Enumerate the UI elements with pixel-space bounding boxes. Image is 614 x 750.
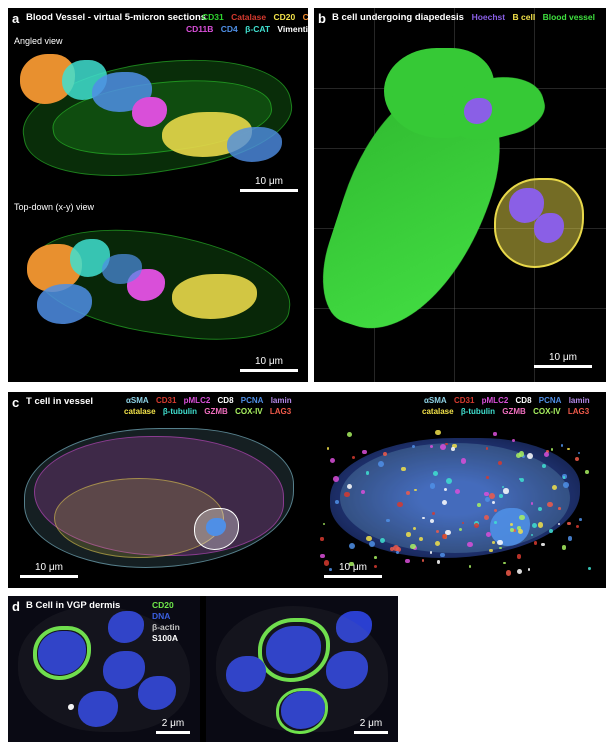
panel-b-title: B cell undergoing diapedesis — [332, 12, 469, 23]
panel-a-sub-top: Angled view — [14, 36, 63, 46]
figure-root: a Blood Vessel - virtual 5-micron sectio… — [0, 0, 614, 750]
panel-c-left-viz — [14, 418, 304, 582]
panel-a-scalebar-top: 10 μm — [240, 176, 298, 192]
panel-c-legend-r1: αSMA CD31 pMLC2 CD8 PCNA lamin — [424, 396, 595, 405]
panel-a-bottom-viz — [12, 214, 304, 364]
legend-cd20: CD20 — [273, 12, 295, 22]
panel-c-legend-l1: αSMA CD31 pMLC2 CD8 PCNA lamin — [126, 396, 297, 405]
panel-b-viz — [324, 38, 596, 358]
panel-a-scalebar-bottom: 10 μm — [240, 356, 298, 372]
panel-c: c T cell in vessel αSMA CD31 pMLC2 CD8 P… — [8, 392, 606, 588]
legend-bcell: B cell — [513, 12, 536, 22]
panel-a-title: Blood Vessel - virtual 5-micron sections — [26, 12, 211, 23]
legend-cd11b: CD11B — [186, 24, 213, 34]
panel-a-legend-row1: CD31 Catalase CD20 CD11C — [202, 12, 308, 22]
panel-b-scalebar: 10 μm — [534, 352, 592, 368]
legend-cd31: CD31 — [202, 12, 224, 22]
panel-c-scalebar-left: 10 μm — [20, 562, 78, 578]
panel-a-sub-bottom: Top-down (x-y) view — [14, 202, 94, 212]
panel-d-scalebar-right: 2 μm — [354, 718, 388, 734]
panel-a-top-viz — [12, 42, 304, 192]
panel-d-title: B Cell in VGP dermis — [26, 600, 125, 611]
panel-c-speckles — [310, 418, 600, 582]
legend-vessel: Blood vessel — [543, 12, 595, 22]
legend-vimentin: Vimentin — [277, 24, 308, 34]
legend-cd4: CD4 — [221, 24, 238, 34]
panel-b-legend: Hoechst B cell Blood vessel — [472, 12, 600, 22]
panel-a-legend-row2: CD11B CD4 β-CAT Vimentin — [186, 24, 308, 34]
panel-b: b B cell undergoing diapedesis Hoechst B… — [314, 8, 606, 382]
panel-c-legend-l2: catalase β-tubulin GZMB COX-IV LAG3 — [124, 407, 296, 416]
panel-b-label: b — [318, 11, 326, 26]
panel-d-scalebar-left: 2 μm — [156, 718, 190, 734]
panel-a-label: a — [12, 11, 19, 26]
legend-hoechst: Hoechst — [472, 12, 506, 22]
legend-bcat: β-CAT — [245, 24, 270, 34]
panel-a: a Blood Vessel - virtual 5-micron sectio… — [8, 8, 308, 382]
panel-c-legend-r2: catalase β-tubulin GZMB COX-IV LAG3 — [422, 407, 594, 416]
panel-c-label: c — [12, 395, 19, 410]
panel-d-label: d — [12, 599, 20, 614]
panel-d-legend: CD20 DNA β-actin S100A — [152, 600, 202, 644]
panel-c-scalebar-right: 10 μm — [324, 562, 382, 578]
legend-catalase: Catalase — [231, 12, 266, 22]
legend-cd11c: CD11C — [303, 12, 308, 22]
panel-d: d B Cell in VGP dermis CD20 DNA β-actin … — [8, 596, 398, 742]
panel-c-title: T cell in vessel — [26, 396, 98, 407]
